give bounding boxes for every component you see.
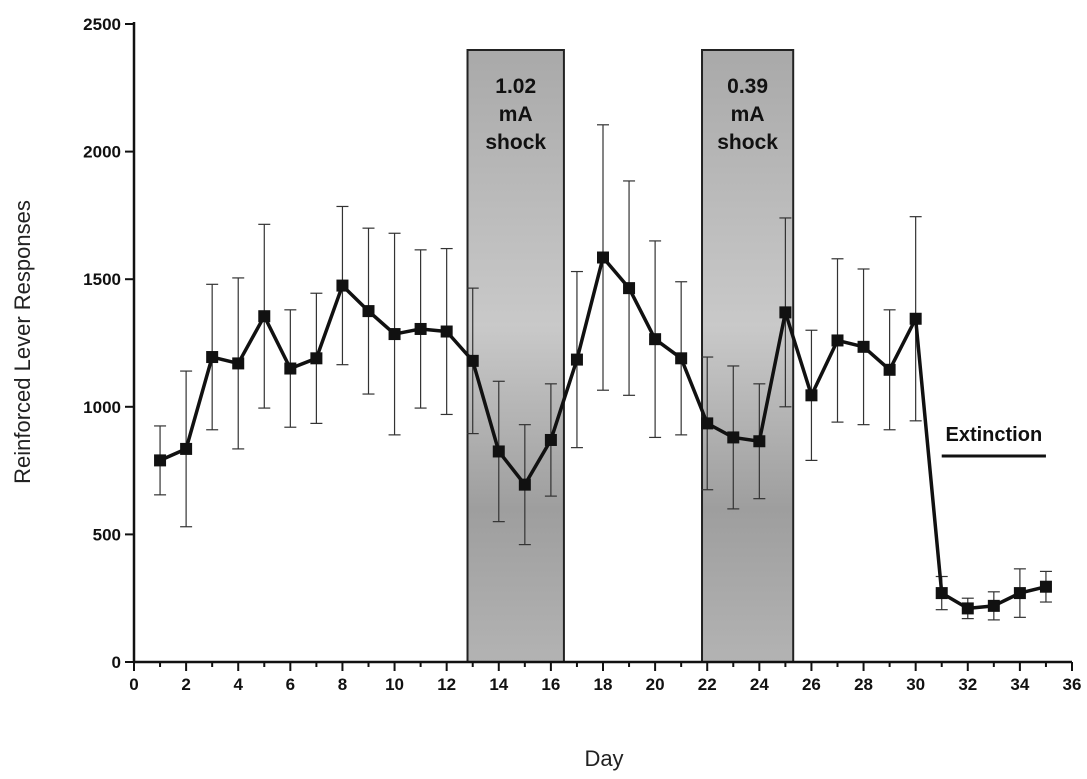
- data-point: [701, 417, 714, 430]
- data-point: [544, 433, 557, 446]
- shock-band-label: mA: [731, 103, 765, 126]
- x-tick-label: 2: [181, 675, 190, 694]
- x-axis-title: Day: [584, 746, 623, 771]
- data-point: [154, 454, 167, 467]
- x-tick-label: 16: [541, 675, 560, 694]
- data-point: [310, 352, 323, 365]
- y-tick-label: 0: [112, 653, 121, 672]
- y-axis-title: Reinforced Lever Responses: [10, 200, 35, 484]
- data-point: [388, 328, 401, 341]
- x-tick-label: 28: [854, 675, 873, 694]
- data-point: [570, 353, 583, 366]
- data-point: [492, 445, 505, 458]
- data-point: [336, 279, 349, 292]
- data-point: [779, 306, 792, 319]
- y-tick-label: 2500: [83, 15, 121, 34]
- shock-band-label: mA: [499, 103, 533, 126]
- data-point: [518, 478, 531, 491]
- x-tick-label: 32: [958, 675, 977, 694]
- x-tick-label: 36: [1063, 675, 1082, 694]
- x-tick-label: 22: [698, 675, 717, 694]
- data-point: [935, 587, 948, 600]
- data-point: [987, 599, 1000, 612]
- x-tick-label: 12: [437, 675, 456, 694]
- data-point: [1039, 580, 1052, 593]
- y-tick-label: 500: [93, 525, 121, 544]
- x-tick-label: 18: [594, 675, 613, 694]
- x-tick-label: 0: [129, 675, 138, 694]
- data-point: [961, 602, 974, 615]
- x-tick-label: 26: [802, 675, 821, 694]
- x-tick-label: 10: [385, 675, 404, 694]
- data-point: [258, 310, 271, 323]
- x-tick-label: 14: [489, 675, 508, 694]
- y-tick-label: 1500: [83, 270, 121, 289]
- shock-band-1: [466, 49, 565, 663]
- data-point: [649, 333, 662, 346]
- data-point: [180, 442, 193, 455]
- x-tick-label: 4: [233, 675, 243, 694]
- y-tick-label: 2000: [83, 143, 121, 162]
- x-tick-label: 20: [646, 675, 665, 694]
- extinction-label: Extinction: [945, 424, 1042, 446]
- data-point: [831, 334, 844, 347]
- data-point: [753, 435, 766, 448]
- x-tick-label: 30: [906, 675, 925, 694]
- shock-band-label: 0.39: [727, 75, 768, 98]
- x-tick-label: 6: [286, 675, 295, 694]
- data-point: [675, 352, 688, 365]
- y-tick-label: 1000: [83, 398, 121, 417]
- data-point: [1013, 587, 1026, 600]
- shock-band-label: shock: [485, 131, 546, 154]
- data-point: [909, 312, 922, 325]
- x-tick-label: 34: [1010, 675, 1029, 694]
- data-point: [206, 351, 219, 364]
- shock-band-label: shock: [717, 131, 778, 154]
- data-point: [727, 431, 740, 444]
- data-point: [623, 282, 636, 295]
- data-point: [857, 340, 870, 353]
- x-tick-label: 24: [750, 675, 769, 694]
- data-point: [597, 251, 609, 264]
- data-point: [805, 389, 818, 402]
- data-point: [362, 305, 375, 318]
- data-point: [466, 354, 479, 367]
- data-point: [414, 322, 427, 335]
- data-point: [284, 362, 297, 375]
- data-point: [883, 363, 896, 376]
- data-point: [440, 325, 453, 338]
- x-tick-label: 8: [338, 675, 347, 694]
- data-point: [232, 357, 245, 370]
- shock-band-label: 1.02: [495, 75, 536, 98]
